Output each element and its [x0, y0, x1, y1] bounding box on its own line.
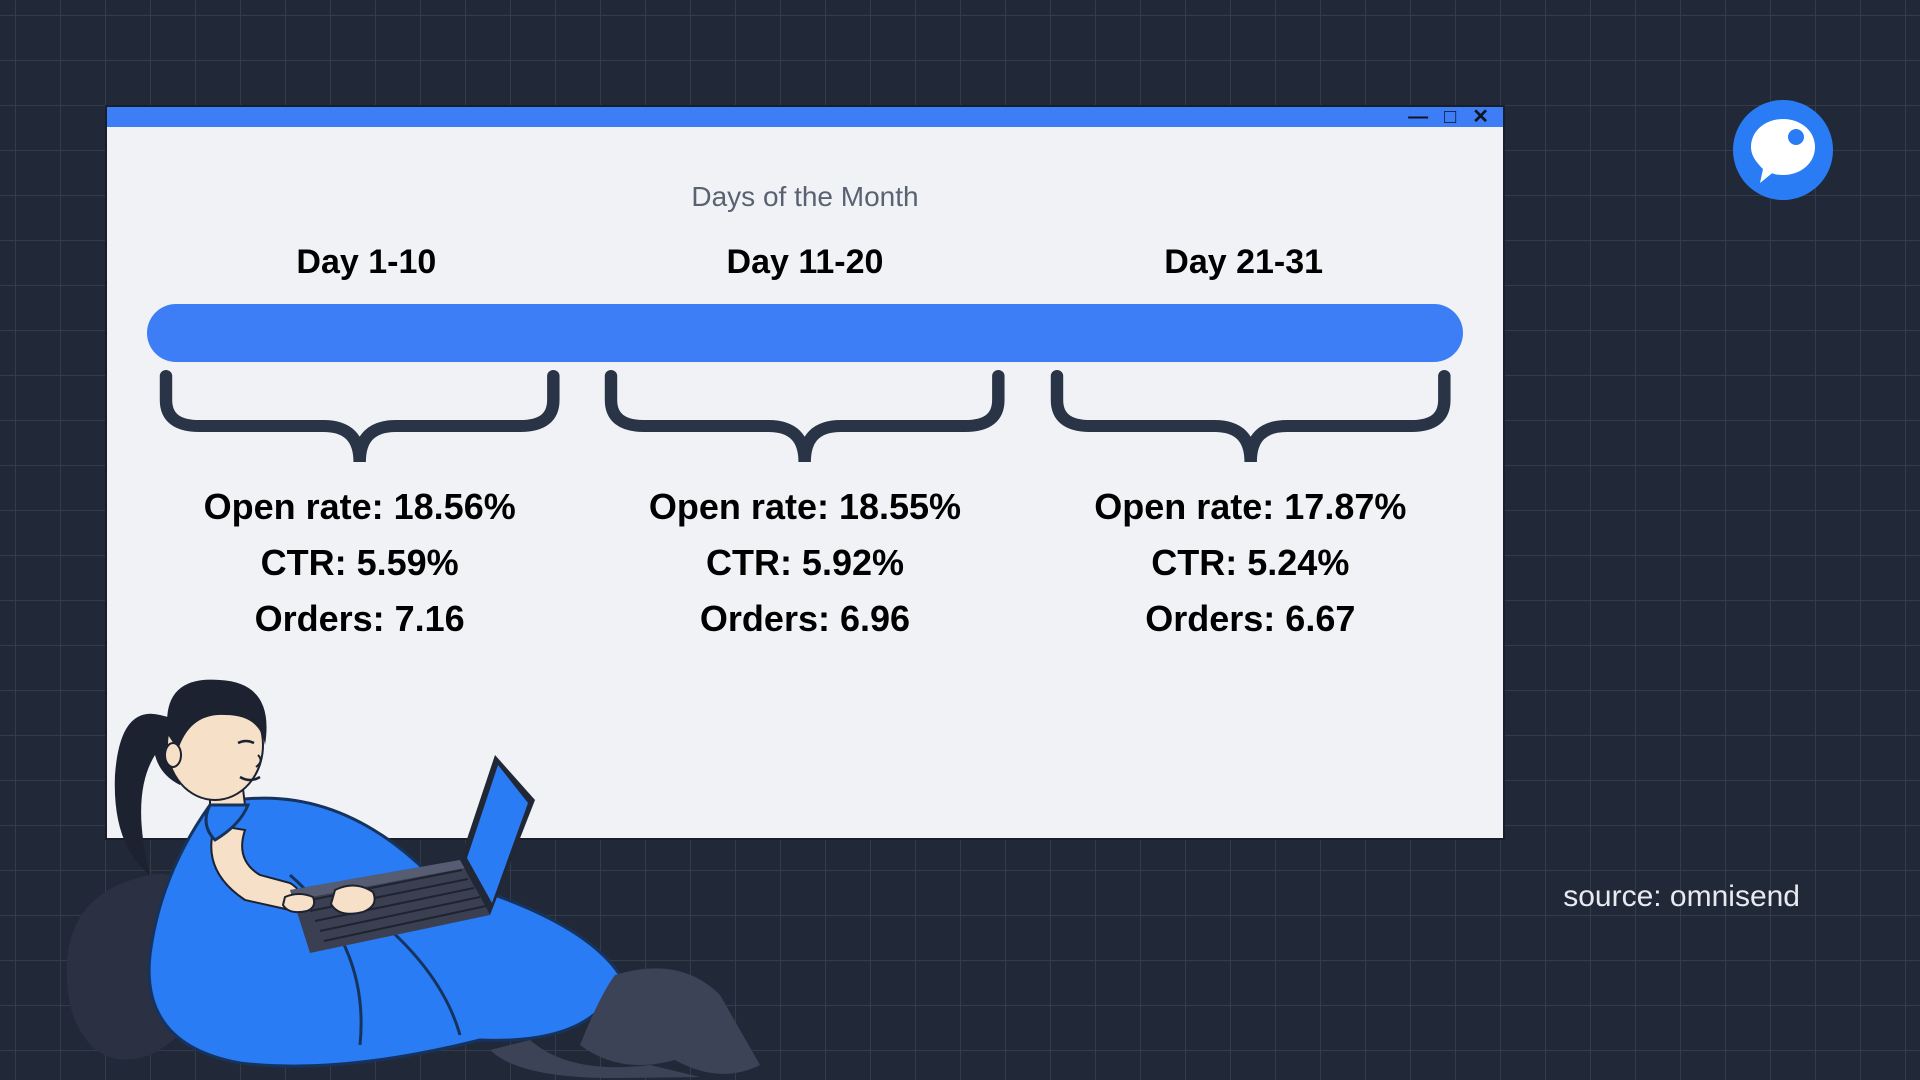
- stat-orders: Orders: 7.16: [137, 591, 582, 647]
- stat-ctr: CTR: 5.59%: [137, 535, 582, 591]
- segment-labels-row: Day 1-10 Day 11-20 Day 21-31: [107, 243, 1503, 282]
- stats-row: Open rate: 18.56% CTR: 5.59% Orders: 7.1…: [107, 479, 1503, 646]
- person-illustration-icon: [60, 645, 780, 1080]
- brace-icon: [582, 370, 1027, 475]
- minimize-icon[interactable]: —: [1408, 107, 1428, 127]
- brace-icon: [1028, 370, 1473, 475]
- segment-label: Day 21-31: [1024, 243, 1463, 282]
- source-attribution: source: omnisend: [1563, 880, 1800, 914]
- chart-title: Days of the Month: [107, 181, 1503, 213]
- segment-stats: Open rate: 17.87% CTR: 5.24% Orders: 6.6…: [1028, 479, 1473, 646]
- stat-open-rate: Open rate: 17.87%: [1028, 479, 1473, 535]
- stat-open-rate: Open rate: 18.55%: [582, 479, 1027, 535]
- braces-row: [107, 370, 1503, 475]
- brace-icon: [137, 370, 582, 475]
- stat-ctr: CTR: 5.92%: [582, 535, 1027, 591]
- stat-open-rate: Open rate: 18.56%: [137, 479, 582, 535]
- stat-orders: Orders: 6.67: [1028, 591, 1473, 647]
- stat-orders: Orders: 6.96: [582, 591, 1027, 647]
- timeline-bar: [147, 304, 1463, 362]
- segment-label: Day 11-20: [586, 243, 1025, 282]
- stat-ctr: CTR: 5.24%: [1028, 535, 1473, 591]
- maximize-icon[interactable]: □: [1444, 107, 1456, 127]
- brand-logo-icon: [1728, 95, 1838, 205]
- segment-label: Day 1-10: [147, 243, 586, 282]
- close-icon[interactable]: ✕: [1472, 107, 1489, 127]
- segment-stats: Open rate: 18.55% CTR: 5.92% Orders: 6.9…: [582, 479, 1027, 646]
- segment-stats: Open rate: 18.56% CTR: 5.59% Orders: 7.1…: [137, 479, 582, 646]
- window-titlebar: — □ ✕: [107, 107, 1503, 127]
